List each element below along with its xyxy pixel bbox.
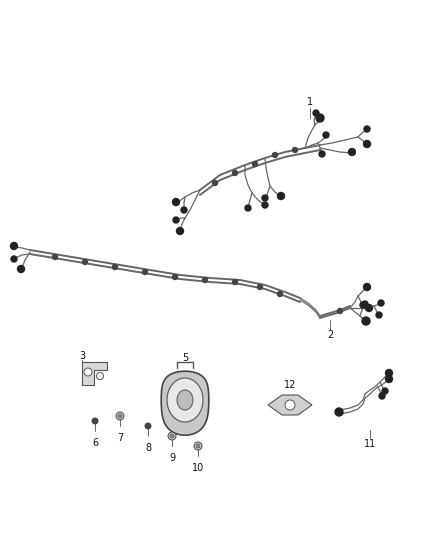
Circle shape	[316, 114, 324, 122]
Circle shape	[272, 152, 278, 157]
Circle shape	[96, 373, 103, 379]
Circle shape	[382, 388, 388, 394]
Circle shape	[118, 414, 122, 418]
Text: 1: 1	[307, 97, 313, 107]
Circle shape	[365, 304, 372, 311]
Circle shape	[116, 412, 124, 420]
Circle shape	[194, 442, 202, 450]
Circle shape	[262, 202, 268, 208]
Circle shape	[233, 171, 237, 175]
Circle shape	[362, 301, 368, 307]
Ellipse shape	[177, 390, 193, 410]
Circle shape	[262, 195, 268, 201]
Circle shape	[145, 423, 151, 429]
Circle shape	[82, 260, 88, 264]
Circle shape	[202, 278, 208, 282]
Text: 8: 8	[145, 443, 151, 453]
Circle shape	[258, 285, 262, 289]
Circle shape	[285, 400, 295, 410]
Circle shape	[173, 198, 180, 206]
Circle shape	[11, 243, 18, 249]
Text: 11: 11	[364, 439, 376, 449]
Circle shape	[173, 217, 179, 223]
Text: 12: 12	[284, 380, 296, 390]
Circle shape	[11, 256, 17, 262]
Circle shape	[173, 274, 177, 279]
Circle shape	[233, 279, 237, 285]
Circle shape	[245, 205, 251, 211]
Circle shape	[364, 284, 371, 290]
Circle shape	[338, 309, 343, 313]
Circle shape	[319, 151, 325, 157]
Text: 2: 2	[327, 330, 333, 340]
Circle shape	[293, 148, 297, 152]
Text: 6: 6	[92, 438, 98, 448]
Circle shape	[53, 254, 57, 260]
Circle shape	[278, 192, 285, 199]
Circle shape	[113, 264, 117, 270]
Circle shape	[376, 312, 382, 318]
Text: 5: 5	[182, 353, 188, 363]
Circle shape	[364, 141, 371, 148]
Circle shape	[364, 126, 370, 132]
Circle shape	[92, 418, 98, 424]
Circle shape	[142, 270, 148, 274]
Circle shape	[196, 444, 200, 448]
Text: 9: 9	[169, 453, 175, 463]
Circle shape	[212, 181, 218, 185]
Circle shape	[360, 302, 366, 308]
Circle shape	[323, 132, 329, 138]
Circle shape	[379, 393, 385, 399]
Polygon shape	[82, 362, 107, 385]
Circle shape	[170, 434, 174, 438]
Text: 3: 3	[79, 351, 85, 361]
Circle shape	[252, 161, 258, 166]
Circle shape	[335, 408, 343, 416]
Circle shape	[278, 292, 283, 296]
Circle shape	[84, 368, 92, 376]
Circle shape	[313, 110, 319, 116]
Circle shape	[181, 207, 187, 213]
Circle shape	[362, 317, 370, 325]
Text: 10: 10	[192, 463, 204, 473]
Circle shape	[177, 228, 184, 235]
Circle shape	[378, 300, 384, 306]
Circle shape	[385, 376, 392, 383]
Polygon shape	[161, 371, 209, 435]
Polygon shape	[167, 378, 203, 422]
Circle shape	[168, 432, 176, 440]
Circle shape	[349, 149, 356, 156]
Text: 7: 7	[117, 433, 123, 443]
Polygon shape	[268, 395, 312, 415]
Circle shape	[385, 369, 392, 376]
Circle shape	[18, 265, 25, 272]
